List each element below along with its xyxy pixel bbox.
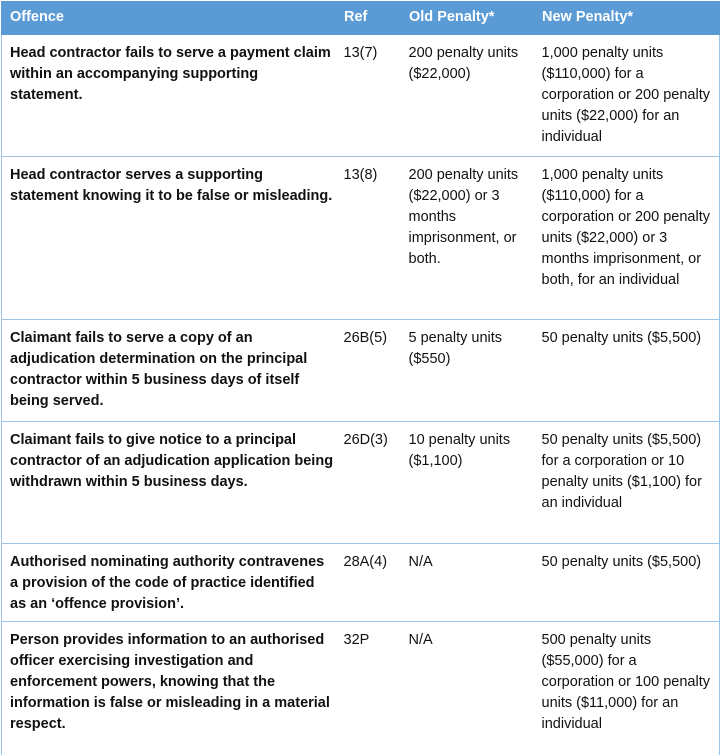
table-row: Claimant fails to give notice to a princ… [1, 421, 720, 544]
table-cell: 200 penalty units ($22,000) [400, 34, 534, 157]
table-cell: N/A [400, 621, 534, 755]
table-body: Head contractor fails to serve a payment… [1, 34, 720, 755]
table-cell: 50 penalty units ($5,500) [533, 319, 720, 422]
table-cell: 32P [339, 621, 401, 755]
table-cell: Person provides information to an author… [1, 621, 340, 755]
table-cell: 5 penalty units ($550) [400, 319, 534, 422]
table-cell: Head contractor fails to serve a payment… [1, 34, 340, 157]
table-row: Head contractor fails to serve a payment… [1, 34, 720, 157]
table-cell: 13(7) [339, 34, 401, 157]
table-cell: Head contractor serves a supporting stat… [1, 156, 340, 320]
table-cell: Authorised nominating authority contrave… [1, 543, 340, 622]
table-cell: 50 penalty units ($5,500) [533, 543, 720, 622]
header-cell: New Penalty* [533, 1, 720, 35]
table-cell: 26D(3) [339, 421, 401, 544]
table-cell: 13(8) [339, 156, 401, 320]
table-cell: 50 penalty units ($5,500) for a corporat… [533, 421, 720, 544]
table-cell: 26B(5) [339, 319, 401, 422]
header-row: Offence Ref Old Penalty* New Penalty* [1, 1, 720, 35]
header-cell: Offence [1, 1, 340, 35]
table-cell: 500 penalty units ($55,000) for a corpor… [533, 621, 720, 755]
table-cell: 28A(4) [339, 543, 401, 622]
table-cell: 1,000 penalty units ($110,000) for a cor… [533, 156, 720, 320]
table-cell: N/A [400, 543, 534, 622]
table-cell: 1,000 penalty units ($110,000) for a cor… [533, 34, 720, 157]
table-row: Person provides information to an author… [1, 621, 720, 755]
table-row: Claimant fails to serve a copy of an adj… [1, 319, 720, 422]
header-cell: Old Penalty* [400, 1, 534, 35]
table-row: Authorised nominating authority contrave… [1, 543, 720, 622]
table-row: Head contractor serves a supporting stat… [1, 156, 720, 320]
table-cell: Claimant fails to serve a copy of an adj… [1, 319, 340, 422]
header-cell: Ref [339, 1, 401, 35]
table-cell: 200 penalty units ($22,000) or 3 months … [400, 156, 534, 320]
table-cell: 10 penalty units ($1,100) [400, 421, 534, 544]
table-cell: Claimant fails to give notice to a princ… [1, 421, 340, 544]
